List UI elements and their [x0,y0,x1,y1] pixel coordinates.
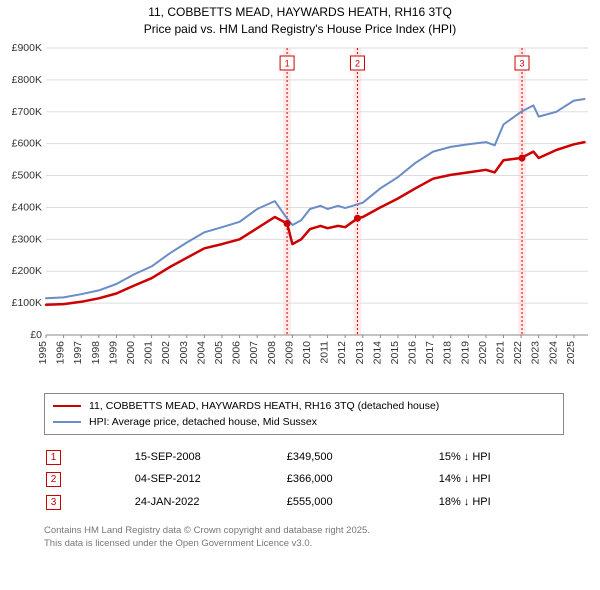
x-tick-label: 1998 [90,340,102,364]
y-tick-label: £900K [12,42,42,54]
x-tick-label: 2009 [283,340,295,364]
footer-attribution: Contains HM Land Registry data © Crown c… [44,525,596,551]
x-tick-label: 2006 [231,340,243,364]
x-axis: 1995 1996 1997 1998 1999 2000 2001 2002 2003 2004… [37,335,577,364]
x-tick-label: 2018 [442,340,454,364]
sale-marker-box: 3 [46,495,61,510]
sale-delta: 14% ↓ HPI [439,469,562,490]
sale-band [354,48,362,335]
x-tick-label: 1996 [55,340,67,364]
x-tick-label: 2002 [160,340,172,364]
y-axis: £0 £100K £200K £300K £400K £500K £600K £700K £80… [12,42,43,341]
sale-date: 15-SEP-2008 [135,447,285,468]
x-tick-label: 1995 [37,340,49,364]
x-tick-label: 2017 [424,340,436,364]
line-chart-svg: 1 2 3 £0 £100K £200K £300K £400K £500K £600K £700K… [4,42,596,387]
sale-band-label: 1 [285,58,290,68]
grid [46,48,588,335]
x-tick-label: 2022 [512,340,524,364]
legend-swatch [53,405,81,407]
sale-band-label: 2 [355,58,360,68]
y-tick-label: £100K [12,297,42,309]
series-price_paid [46,142,585,305]
legend-label: 11, COBBETTS MEAD, HAYWARDS HEATH, RH16 … [89,400,439,412]
x-tick-label: 2024 [547,340,559,364]
x-tick-label: 2013 [354,340,366,364]
sale-marker-box: 1 [46,450,61,465]
title-line-1: 11, COBBETTS MEAD, HAYWARDS HEATH, RH16 … [4,4,596,21]
x-tick-label: 2005 [213,340,225,364]
sales-row: 1 15-SEP-2008£349,50015% ↓ HPI [46,447,562,468]
x-tick-label: 2020 [477,340,489,364]
sales-row: 2 04-SEP-2012£366,00014% ↓ HPI [46,469,562,490]
x-tick-label: 2001 [143,340,155,364]
y-tick-label: £600K [12,137,42,149]
data-marker [519,154,526,161]
sale-delta: 18% ↓ HPI [439,492,562,513]
sales-row: 3 24-JAN-2022£555,00018% ↓ HPI [46,492,562,513]
sale-price: £555,000 [287,492,437,513]
chart-title: 11, COBBETTS MEAD, HAYWARDS HEATH, RH16 … [4,4,596,38]
x-tick-label: 2023 [530,340,542,364]
x-tick-label: 2003 [178,340,190,364]
sale-band-label: 3 [520,58,525,68]
x-tick-label: 1999 [107,340,119,364]
sale-delta: 15% ↓ HPI [439,447,562,468]
footer-line-1: Contains HM Land Registry data © Crown c… [44,525,596,538]
x-tick-label: 2007 [248,340,260,364]
sale-band [283,48,291,335]
x-tick-label: 2000 [125,340,137,364]
y-tick-label: £0 [30,329,42,341]
y-tick-label: £300K [12,233,42,245]
x-tick-label: 2008 [266,340,278,364]
chart-area: 1 2 3 £0 £100K £200K £300K £400K £500K £600K £700K… [4,42,596,387]
x-tick-label: 2011 [319,340,331,363]
series-hpi [46,99,585,298]
x-tick-label: 2010 [301,340,313,364]
data-marker [354,214,361,221]
legend-item: 11, COBBETTS MEAD, HAYWARDS HEATH, RH16 … [53,398,555,414]
sale-date: 24-JAN-2022 [135,492,285,513]
x-tick-label: 2021 [495,340,507,364]
sales-table: 1 15-SEP-2008£349,50015% ↓ HPI 2 04-SEP-201… [44,445,564,516]
y-tick-label: £800K [12,73,42,85]
sale-date: 04-SEP-2012 [135,469,285,490]
x-tick-label: 2019 [459,340,471,364]
x-tick-label: 1997 [72,340,84,364]
x-tick-label: 2004 [195,340,207,364]
x-tick-label: 2025 [565,340,577,364]
x-tick-label: 2014 [371,340,383,364]
sale-marker-box: 2 [46,472,61,487]
y-tick-label: £700K [12,105,42,117]
chart-legend: 11, COBBETTS MEAD, HAYWARDS HEATH, RH16 … [44,393,564,435]
x-tick-label: 2012 [336,340,348,364]
x-tick-label: 2015 [389,340,401,364]
legend-item: HPI: Average price, detached house, Mid … [53,414,555,430]
sale-band [518,48,526,335]
sale-price: £366,000 [287,469,437,490]
sale-price: £349,500 [287,447,437,468]
y-tick-label: £400K [12,201,42,213]
y-tick-label: £500K [12,169,42,181]
data-marker [284,220,291,227]
legend-swatch [53,421,81,423]
footer-line-2: This data is licensed under the Open Gov… [44,538,596,551]
y-tick-label: £200K [12,265,42,277]
title-line-2: Price paid vs. HM Land Registry's House … [4,21,596,38]
legend-label: HPI: Average price, detached house, Mid … [89,416,317,428]
x-tick-label: 2016 [407,340,419,364]
